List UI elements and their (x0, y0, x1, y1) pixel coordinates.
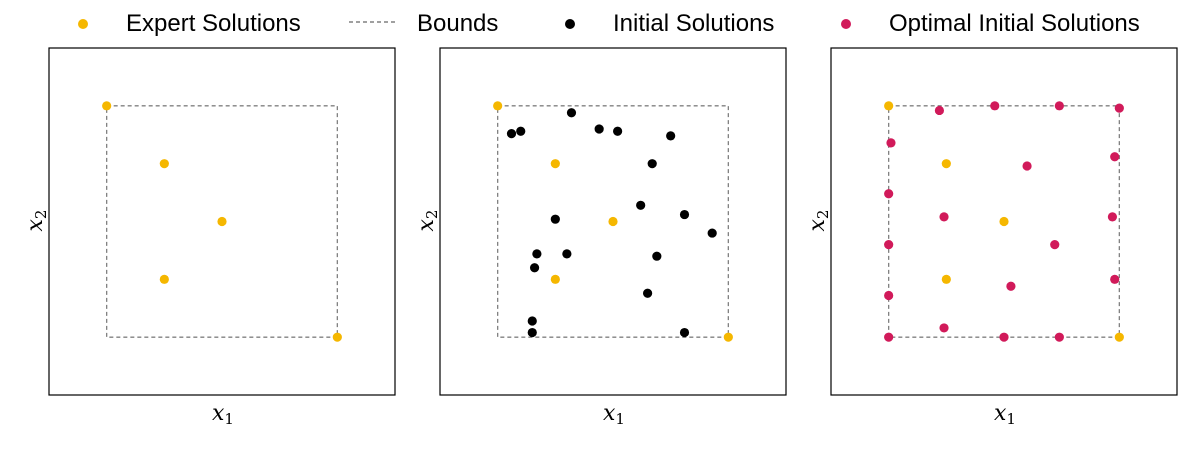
expert-point (942, 275, 951, 284)
optimal-point (884, 291, 893, 300)
series-expert (884, 101, 1124, 342)
optimal-point (999, 333, 1008, 342)
optimal-point (1110, 152, 1119, 161)
optimal-point (884, 240, 893, 249)
optimal-point (1006, 282, 1015, 291)
expert-point (551, 159, 560, 168)
optimal-point (1055, 101, 1064, 110)
panel-2: x1 x2 (414, 48, 786, 428)
panel-1: x1 x2 (23, 48, 395, 428)
optimal-point (884, 189, 893, 198)
initial-point (551, 215, 560, 224)
initial-point (567, 108, 576, 117)
initial-point (562, 249, 571, 258)
expert-point (160, 159, 169, 168)
panels: x1 x2 x1 x2 x1 x2 (23, 48, 1177, 428)
initial-point (648, 159, 657, 168)
series-expert (493, 101, 733, 342)
initial-point (666, 131, 675, 140)
y-axis-label: x2 (805, 210, 832, 232)
x-axis-label: x1 (212, 401, 234, 428)
y-axis-label: x2 (414, 210, 441, 232)
expert-point (217, 217, 226, 226)
optimal-point (939, 323, 948, 332)
expert-point (102, 101, 111, 110)
expert-point (493, 101, 502, 110)
optimal-point (935, 106, 944, 115)
initial-point (528, 316, 537, 325)
initial-point (530, 263, 539, 272)
optimal-point (1055, 333, 1064, 342)
legend-marker-expert (78, 19, 88, 29)
initial-point (613, 127, 622, 136)
initial-point (528, 328, 537, 337)
expert-point (942, 159, 951, 168)
initial-point (652, 252, 661, 261)
legend-marker-optimal (841, 19, 851, 29)
initial-point (532, 249, 541, 258)
expert-point (724, 333, 733, 342)
legend-marker-initial (565, 19, 575, 29)
initial-point (680, 328, 689, 337)
legend-label-optimal: Optimal Initial Solutions (889, 10, 1140, 37)
initial-point (636, 201, 645, 210)
expert-point (551, 275, 560, 284)
expert-point (333, 333, 342, 342)
legend-label-initial: Initial Solutions (613, 10, 774, 37)
optimal-point (1110, 275, 1119, 284)
expert-point (884, 101, 893, 110)
optimal-point (886, 138, 895, 147)
optimal-point (1108, 212, 1117, 221)
optimal-point (1022, 161, 1031, 170)
y-axis-label: x2 (23, 210, 50, 232)
optimal-point (884, 333, 893, 342)
optimal-point (939, 212, 948, 221)
expert-point (999, 217, 1008, 226)
initial-point (680, 210, 689, 219)
legend-label-expert: Expert Solutions (126, 10, 301, 37)
initial-point (507, 129, 516, 138)
optimal-point (1050, 240, 1059, 249)
initial-point (708, 228, 717, 237)
series-expert (102, 101, 342, 342)
initial-point (595, 124, 604, 133)
initial-point (516, 127, 525, 136)
x-axis-label: x1 (603, 401, 625, 428)
legend: Expert Solutions Bounds Initial Solution… (78, 10, 1140, 37)
optimal-point (990, 101, 999, 110)
expert-point (1115, 333, 1124, 342)
optimal-point (1115, 104, 1124, 113)
expert-point (160, 275, 169, 284)
initial-point (643, 289, 652, 298)
expert-point (608, 217, 617, 226)
legend-label-bounds: Bounds (417, 10, 498, 37)
panel-3: x1 x2 (805, 48, 1177, 428)
x-axis-label: x1 (994, 401, 1016, 428)
